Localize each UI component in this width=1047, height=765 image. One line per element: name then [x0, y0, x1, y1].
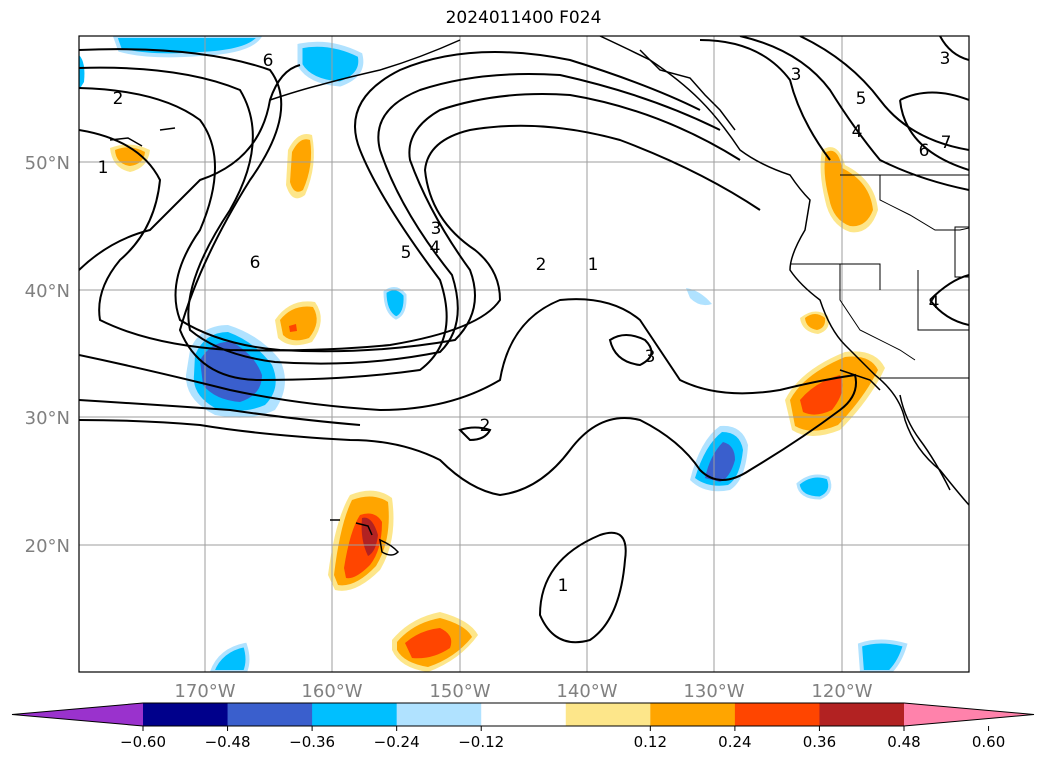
pos-anomaly-blob: [800, 375, 843, 415]
contour-label: 2: [480, 416, 491, 436]
contour-label: 4: [852, 122, 863, 142]
colorbar-segment: [396, 703, 482, 726]
colorbar-tick-label: −0.48: [205, 733, 251, 751]
contour-label: 3: [940, 49, 951, 69]
contours: [79, 36, 969, 644]
neg-anomaly-blob: [686, 288, 712, 306]
contour-label: 6: [250, 253, 261, 273]
colorbar-tick-label: −0.36: [289, 733, 335, 751]
neg-anomaly-blob: [297, 41, 364, 87]
contour-label: 6: [919, 141, 930, 161]
contour-label: 1: [558, 576, 569, 596]
contour-label: 3: [645, 347, 656, 367]
lon-label: 160°W: [301, 681, 362, 702]
contour-label: 4: [929, 293, 940, 313]
colorbar-extend-min: [12, 703, 143, 726]
pos-anomaly-blob: [824, 150, 873, 227]
pos-anomaly-blob: [361, 517, 378, 556]
plot-frame: [78, 35, 970, 673]
neg-anomaly-blob: [383, 287, 407, 320]
contour-label: 5: [401, 243, 412, 263]
neg-anomaly-blob: [796, 474, 832, 500]
contour-label: 1: [588, 255, 599, 275]
lat-label: 50°N: [25, 153, 70, 174]
contour-label: 7: [941, 133, 952, 153]
contour-label: 5: [856, 89, 867, 109]
lat-labels: 50°N 40°N 30°N 20°N: [25, 153, 70, 557]
lon-label: 140°W: [556, 681, 617, 702]
colorbar-tick-label: 0.36: [803, 733, 836, 751]
pos-anomaly-blob: [289, 324, 297, 332]
colorbar-tick-label: −0.12: [458, 733, 504, 751]
colorbar-segment: [143, 703, 229, 726]
colorbar-segment: [312, 703, 398, 726]
colorbar-segment: [650, 703, 736, 726]
neg-anomaly-blob: [705, 442, 735, 482]
colorbar-segment: [819, 703, 905, 726]
lon-labels: 170°W 160°W 150°W 140°W 130°W 120°W: [174, 681, 872, 702]
graticule: [79, 36, 969, 672]
colorbar-tick-label: 0.48: [887, 733, 920, 751]
lat-label: 40°N: [25, 281, 70, 302]
colorbar-extend-max: [904, 703, 1034, 726]
contour-label: 2: [113, 89, 124, 109]
contour-label: 2: [536, 255, 547, 275]
neg-anomaly-blob: [857, 639, 908, 672]
lon-label: 170°W: [174, 681, 235, 702]
pos-anomaly-blob: [290, 139, 312, 192]
lon-label: 120°W: [811, 681, 872, 702]
lat-label: 20°N: [25, 536, 70, 557]
colorbar-segment: [481, 703, 567, 726]
pos-anomaly-blob: [280, 306, 317, 341]
lon-label: 130°W: [683, 681, 744, 702]
contour-labels: 2 1 6 6 5 4 3 2 1 3 2 1 3 5 4 6 7 4 3: [98, 49, 952, 596]
neg-anomaly-blob: [79, 55, 85, 90]
contour-label: 6: [263, 51, 274, 71]
coastlines: [109, 36, 969, 556]
contour-label: 3: [431, 219, 442, 239]
colorbar-segment: [565, 703, 651, 726]
colorbar-tick-label: 0.12: [634, 733, 667, 751]
lon-label: 150°W: [429, 681, 490, 702]
political-borders: [790, 174, 969, 379]
lat-label: 30°N: [25, 408, 70, 429]
pos-anomaly-blob: [405, 628, 452, 659]
colorbar-tick-label: −0.24: [374, 733, 420, 751]
colorbar-segment: [734, 703, 820, 726]
contour-label: 4: [430, 238, 441, 258]
contour-label: 3: [791, 65, 802, 85]
colorbar: −0.60 −0.48 −0.36 −0.24 −0.12 0.12 0.24 0.36 0.4…: [11, 702, 1035, 751]
contour-label: 1: [98, 158, 109, 178]
pos-anomaly-blob: [805, 314, 826, 330]
map-title: 2024011400 F024: [445, 8, 602, 28]
neg-anomaly-blob: [209, 642, 250, 672]
colorbar-segment: [227, 703, 313, 726]
colorbar-tick-label: 0.60: [972, 733, 1005, 751]
colorbar-tick-label: −0.60: [120, 733, 166, 751]
colorbar-tick-label: 0.24: [718, 733, 751, 751]
